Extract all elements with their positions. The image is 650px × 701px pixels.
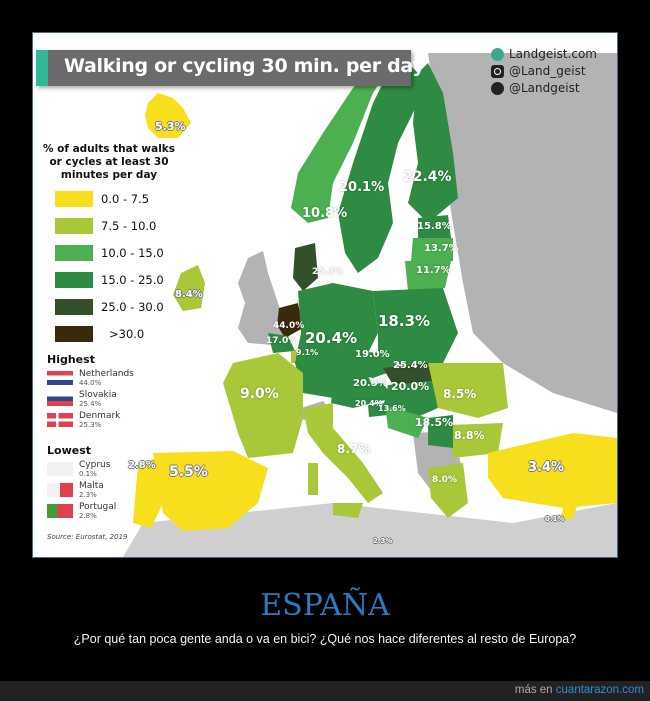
legend-swatch [55, 299, 93, 315]
brand-block: Landgeist.com @Land_geist @Landgeist [491, 46, 597, 97]
brand-instagram: @Land_geist [509, 64, 586, 78]
label-latvia: 13.7% [424, 243, 459, 254]
footer-bar: más en cuantarazon.com [0, 681, 650, 701]
label-italy: 8.7% [337, 442, 371, 456]
label-france: 9.0% [240, 386, 279, 402]
label-austria: 20.5% [353, 378, 388, 389]
label-ireland: 8.4% [175, 289, 203, 300]
label-iceland: 5.3% [155, 120, 186, 133]
label-turkey: 3.4% [528, 460, 565, 475]
lowest-item-portugal: Portugal 2.8% [47, 502, 116, 520]
label-poland: 18.3% [378, 312, 431, 330]
highest-item-netherlands: Netherlands 44.0% [47, 369, 134, 387]
label-portugal: 2.8% [128, 460, 156, 471]
legend-item: 10.0 - 15.0 [55, 245, 164, 261]
label-hungary: 20.0% [391, 380, 430, 393]
map-image: Walking or cycling 30 min. per day Landg… [32, 32, 618, 558]
label-romania: 8.5% [443, 387, 477, 401]
highest-item-slovakia: Slovakia 25.4% [47, 390, 117, 408]
label-finland: 22.4% [403, 169, 452, 185]
denmark-flag-icon [47, 413, 73, 427]
legend-item: >30.0 [55, 326, 144, 342]
label-estonia: 15.8% [417, 221, 452, 232]
label-slovakia: 25.4% [393, 360, 428, 371]
site-link[interactable]: cuantarazon.com [555, 684, 644, 696]
label-cyprus: 0.1% [545, 515, 565, 523]
legend-swatch [55, 245, 93, 261]
legend-swatch [55, 218, 93, 234]
lowest-item-cyprus: Cyprus 0.1% [47, 460, 110, 478]
slovakia-flag-icon [47, 392, 73, 406]
label-luxembourg: 9.1% [296, 348, 319, 357]
post-title: ESPAÑA [260, 588, 390, 623]
legend-swatch [55, 326, 93, 342]
highest-title: Highest [47, 353, 95, 366]
cyprus-flag-icon [47, 462, 73, 476]
label-germany: 20.4% [305, 329, 358, 347]
label-czechia: 19.0% [355, 349, 390, 360]
label-spain: 5.5% [169, 464, 208, 480]
map-title: Walking or cycling 30 min. per day [64, 55, 425, 77]
legend-swatch [55, 272, 93, 288]
legend-swatch [55, 191, 93, 207]
brand-twitter: @Landgeist [509, 81, 580, 95]
legend-item: 15.0 - 25.0 [55, 272, 164, 288]
lowest-item-malta: Malta 2.3% [47, 481, 104, 499]
legend-item: 25.0 - 30.0 [55, 299, 164, 315]
label-norway: 10.8% [302, 206, 348, 221]
label-slovenia: 20.4% [355, 399, 383, 408]
malta-flag-icon [47, 483, 73, 497]
netherlands-flag-icon [47, 371, 73, 385]
portugal-flag-icon [47, 504, 73, 518]
lowest-title: Lowest [47, 444, 91, 457]
globe-icon [491, 48, 504, 61]
label-lithuania: 11.7% [416, 265, 451, 276]
label-denmark: 25.3% [312, 267, 344, 277]
label-croatia: 13.6% [378, 404, 406, 413]
legend-item: 7.5 - 10.0 [55, 218, 156, 234]
legend-title: % of adults that walks or cycles at leas… [42, 143, 176, 181]
map-title-bar: Walking or cycling 30 min. per day [36, 50, 425, 86]
highest-item-denmark: Denmark 25.3% [47, 411, 120, 429]
twitter-icon [491, 82, 504, 95]
europe-map [123, 53, 617, 557]
label-sweden: 20.1% [339, 180, 385, 195]
title-accent-stripe [36, 50, 48, 86]
label-bulgaria: 8.8% [454, 429, 485, 442]
label-malta: 2.3% [373, 537, 393, 545]
legend-item: 0.0 - 7.5 [55, 191, 149, 207]
brand-website: Landgeist.com [509, 47, 597, 61]
footer-credit: más en cuantarazon.com [514, 684, 644, 696]
post-description: ¿Por qué tan poca gente anda o va en bic… [73, 632, 577, 646]
label-netherlands: 44.0% [273, 321, 305, 331]
instagram-icon [491, 65, 504, 78]
label-serbia: 18.5% [415, 416, 454, 429]
label-belgium: 17.0% [266, 336, 298, 346]
source-note: Source: Eurostat, 2019 [47, 533, 128, 541]
label-greece: 8.0% [432, 475, 457, 485]
